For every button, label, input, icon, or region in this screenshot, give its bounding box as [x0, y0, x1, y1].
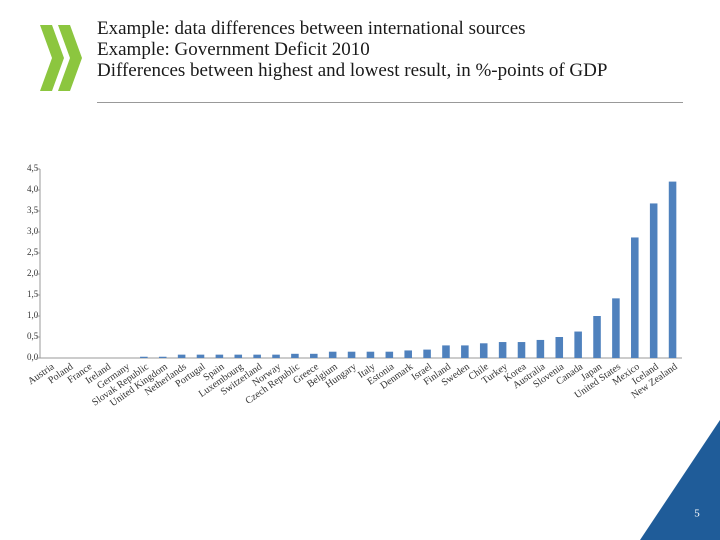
bar: [234, 354, 243, 358]
bar: [442, 345, 450, 358]
bar: [215, 354, 224, 358]
y-tick-label: 2,0: [27, 268, 39, 278]
title-line: Example: Government Deficit 2010: [97, 39, 370, 60]
corner-decoration: [640, 420, 720, 540]
bar: [328, 351, 337, 358]
bar: [196, 354, 205, 358]
y-tick-label: 2,5: [27, 247, 39, 257]
bar: [517, 342, 526, 358]
slide-title: Example: data differences between intern…: [97, 18, 687, 81]
bar: [253, 354, 261, 358]
y-tick-label: 3,5: [27, 205, 39, 215]
bar: [555, 337, 564, 358]
bar: [272, 354, 280, 358]
bar: [291, 353, 299, 358]
bar: [479, 343, 488, 358]
bar: [536, 339, 545, 358]
y-tick-label: 1,5: [27, 289, 39, 299]
title-line: Example: data differences between intern…: [97, 18, 526, 39]
bar: [177, 354, 186, 358]
logo: [40, 25, 82, 91]
bar: [593, 316, 601, 358]
y-tick-label: 0,5: [27, 331, 39, 341]
bar: [461, 345, 469, 358]
y-tick-label: 0,0: [27, 352, 39, 362]
title-line: Differences between highest and lowest r…: [97, 60, 608, 81]
bar: [158, 356, 167, 358]
bar: [668, 181, 677, 358]
bar: [404, 350, 412, 358]
bar: [423, 349, 431, 358]
y-tick-label: 4,0: [27, 184, 39, 194]
y-tick-label: 1,0: [27, 310, 39, 320]
bar: [631, 237, 639, 358]
bar: [649, 203, 658, 358]
bar: [612, 298, 620, 358]
y-tick-label: 3,0: [27, 226, 39, 236]
bar: [366, 351, 375, 358]
bar: [347, 351, 356, 358]
bar: [574, 331, 582, 358]
page-number: 5: [694, 508, 700, 520]
bar: [310, 353, 318, 358]
title-rule: [97, 102, 683, 103]
bar: [140, 356, 148, 358]
y-tick-label: 4,5: [27, 163, 39, 173]
bar: [498, 342, 507, 358]
bar: [385, 351, 394, 358]
